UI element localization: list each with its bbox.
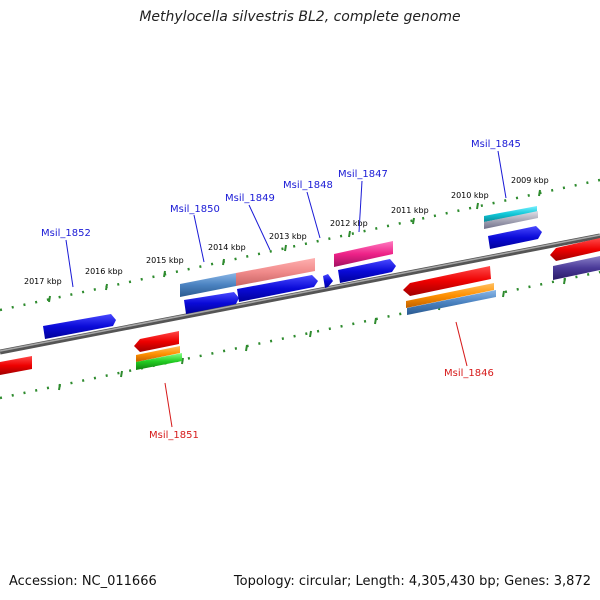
feature-msil-1845-a[interactable] xyxy=(484,206,537,222)
scale-label: 2017 kbp xyxy=(24,277,62,286)
leader-msil-1847 xyxy=(358,180,363,233)
forward-strand-genes xyxy=(43,206,542,339)
gene-label-msil-1846[interactable]: Msil_1846 xyxy=(444,368,494,379)
genome-title: Methylocella silvestris BL2, complete ge… xyxy=(139,9,461,25)
gene-msil-1851[interactable] xyxy=(134,331,179,352)
feature-msil-1851-b[interactable] xyxy=(136,353,182,370)
leader-msil-1845 xyxy=(497,150,507,199)
gene-right-edge[interactable] xyxy=(550,238,600,261)
feature-msil-1850[interactable] xyxy=(180,273,236,297)
gene-left-edge[interactable] xyxy=(0,356,32,375)
genome-backbone-highlight xyxy=(0,234,600,352)
leader-msil-1852 xyxy=(65,239,74,288)
scale-label: 2013 kbp xyxy=(269,232,307,241)
accession-text: Accession: NC_011666 xyxy=(9,574,157,589)
scale-label: 2014 kbp xyxy=(208,243,246,252)
scale-label: 2010 kbp xyxy=(451,191,489,200)
feature-right-edge[interactable] xyxy=(553,256,600,280)
label-leaders xyxy=(65,150,507,428)
upper-scale-major-ticks xyxy=(48,189,541,303)
feature-msil-1849[interactable] xyxy=(236,258,315,286)
leader-msil-1849 xyxy=(248,204,271,251)
gene-msil-1848[interactable] xyxy=(323,274,333,288)
leader-msil-1846 xyxy=(455,321,468,367)
gene-label-msil-1852[interactable]: Msil_1852 xyxy=(41,228,91,239)
scale-label: 2016 kbp xyxy=(85,267,123,276)
genome-backbone xyxy=(0,233,600,355)
leader-msil-1848 xyxy=(306,191,321,239)
feature-msil-1846-a[interactable] xyxy=(406,283,494,308)
scale-label: 2015 kbp xyxy=(146,256,184,265)
gene-label-msil-1845[interactable]: Msil_1845 xyxy=(471,139,521,150)
leader-msil-1850 xyxy=(193,214,205,263)
feature-msil-1845-b[interactable] xyxy=(484,211,538,229)
gene-msil-1850-cds[interactable] xyxy=(184,292,239,314)
gene-msil-1846[interactable] xyxy=(403,266,491,296)
gene-label-msil-1849[interactable]: Msil_1849 xyxy=(225,193,275,204)
upper-scale: 2017 kbp 2016 kbp 2015 kbp 2014 kbp 2013… xyxy=(0,176,600,312)
reverse-strand-genes xyxy=(0,238,600,375)
gene-msil-1852[interactable] xyxy=(43,314,116,339)
scale-label: 2011 kbp xyxy=(391,206,429,215)
gene-label-msil-1850[interactable]: Msil_1850 xyxy=(170,204,220,215)
feature-msil-1851-a[interactable] xyxy=(136,346,180,362)
feature-msil-1846-b[interactable] xyxy=(407,290,496,315)
gene-label-msil-1851[interactable]: Msil_1851 xyxy=(149,430,199,441)
scale-label: 2009 kbp xyxy=(511,176,549,185)
genome-summary-text: Topology: circular; Length: 4,305,430 bp… xyxy=(233,574,591,589)
feature-msil-1847[interactable] xyxy=(334,241,393,267)
upper-scale-dots xyxy=(0,178,600,312)
gene-label-msil-1848[interactable]: Msil_1848 xyxy=(283,180,333,191)
gene-label-msil-1847[interactable]: Msil_1847 xyxy=(338,169,388,180)
gene-msil-1847-cds[interactable] xyxy=(338,259,396,283)
gene-msil-1845-cds[interactable] xyxy=(488,226,542,249)
scale-label: 2012 kbp xyxy=(330,219,368,228)
leader-msil-1851 xyxy=(164,382,173,428)
gene-msil-1849-cds[interactable] xyxy=(237,275,318,302)
